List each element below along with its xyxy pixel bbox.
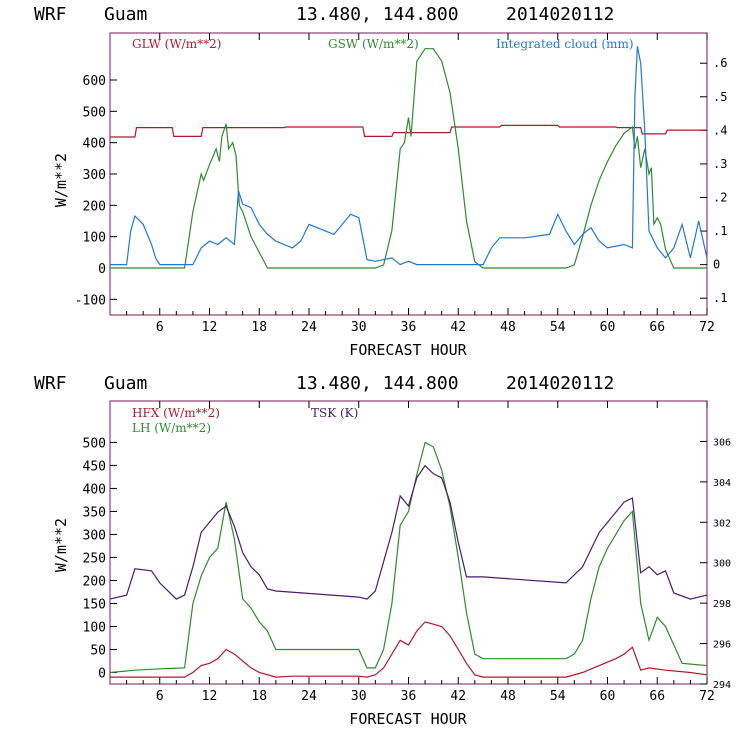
chart-1-ylabel: W/m**2 [52,153,70,207]
chart-2-ytick-label: 500 [83,436,106,451]
chart-1-series-gsw [110,48,707,269]
chart-2-xtick-label: 36 [401,689,417,704]
chart-1-ytick-label: 300 [83,168,106,183]
chart-2-series-lh [109,441,708,674]
chart-2-ytick-label: 300 [83,528,106,543]
chart-1-ytick-label: 500 [83,105,106,120]
chart-2-y2tick-label: 306 [713,437,731,448]
chart-1-xtick-label: 42 [450,320,466,335]
chart-2-series-hfx [110,621,708,678]
chart-2-legend-lh: LH (W/m**2) [132,421,211,435]
chart-2-y2tick-label: 300 [713,559,731,570]
chart-2-xtick-label: 60 [600,689,616,704]
chart-1-xtick-label: 60 [600,320,616,335]
chart-1-xtick-label: 36 [401,320,417,335]
chart-1-lines [110,46,708,269]
chart-1-y2tick-label: .6 [713,56,727,70]
chart-1-ticks: 6 12 18 24 30 36 42 48 54 60 66 72 -100 0 100 200 300 400… [75,33,727,335]
chart-2-xtick-label: 54 [550,689,566,704]
chart-1-legend-cloud: Integrated cloud (mm) [496,37,634,51]
chart-1-y2tick-label: .2 [713,191,727,205]
chart-2-legend-tsk: TSK (K) [311,406,358,420]
chart-1-ytick-label: 400 [83,137,106,152]
chart-1-xtick-label: 18 [251,320,267,335]
chart-1-xtick-label: 24 [301,320,317,335]
chart-2-xtick-label: 12 [202,689,218,704]
chart-2-ytick-label: 350 [83,505,106,520]
chart-2-y2tick-label: 296 [713,640,731,651]
chart-1-ytick-label: -100 [75,293,106,308]
chart-2-init: 2014020112 [506,373,614,394]
chart-1-ytick-label: 100 [83,231,106,246]
chart-2-ytick-label: 450 [83,459,106,474]
chart-1-y2tick-label: .4 [713,123,727,137]
chart-2-xtick-label: 48 [500,689,516,704]
chart-1: WRF Guam 13.480, 144.800 2014020112 6 12 1… [34,4,727,359]
chart-1-coords: 13.480, 144.800 [296,4,459,25]
chart-2-legend-hfx: HFX (W/m**2) [132,406,220,420]
chart-2-y2tick-label: 302 [713,518,731,529]
chart-2-plot-frame [109,400,708,685]
chart-2-y2tick-label: 298 [713,599,731,610]
chart-2-xtick-label: 24 [301,689,317,704]
chart-2-ytick-label: 400 [83,482,106,497]
chart-1-y2tick-label: 0 [713,258,720,272]
chart-2-y2tick-label: 294 [713,680,731,691]
chart-2-ylabel: W/m**2 [52,518,70,572]
chart-2-ytick-label: 250 [83,551,106,566]
chart-1-ytick-label: 0 [98,262,106,277]
chart-2-xtick-label: 30 [351,689,367,704]
chart-1-y2tick-label: .5 [713,90,727,104]
chart-2-xtick-label: 72 [699,689,715,704]
chart-2-ytick-label: 200 [83,574,106,589]
chart-1-series-glw [110,124,707,138]
chart-2-ytick-label: 50 [90,643,106,658]
chart-1-legend-gsw: GSW (W/m**2) [328,37,419,51]
chart-1-model: WRF [34,4,67,25]
chart-2-ytick-label: 150 [83,597,106,612]
chart-1-y2tick-label: .1 [713,224,727,238]
chart-2-coords: 13.480, 144.800 [296,373,459,394]
chart-1-xtick-label: 54 [550,320,566,335]
chart-1-y2tick-label: .3 [713,157,727,171]
chart-2-ticks: 6 12 18 24 30 36 42 48 54 60 66 72 0 50 100 150 200 250 30… [83,401,731,704]
chart-2-xtick-label: 6 [156,689,164,704]
chart-1-xlabel: FORECAST HOUR [349,341,467,359]
chart-2-lines [109,441,708,678]
chart-2-xtick-label: 42 [450,689,466,704]
chart-2-xlabel: FORECAST HOUR [349,710,467,728]
chart-1-site: Guam [104,4,147,25]
chart-1-xtick-label: 12 [202,320,218,335]
chart-1-xtick-label: 30 [351,320,367,335]
chart-1-ytick-label: 200 [83,199,106,214]
chart-2-y2tick-label: 304 [713,478,731,489]
chart-1-series-cloud [110,46,708,266]
chart-1-ytick-label: 600 [83,74,106,89]
chart-2-xtick-label: 18 [251,689,267,704]
chart-2-xtick-label: 66 [649,689,665,704]
chart-1-xtick-label: 6 [156,320,164,335]
chart-2-ytick-label: 0 [98,666,106,681]
chart-2-model: WRF [34,373,67,394]
chart-1-y2tick-label: .1 [713,291,727,305]
chart-2-series-tsk [109,464,708,600]
chart-1-xtick-label: 48 [500,320,516,335]
chart-1-legend-glw: GLW (W/m**2) [132,37,221,51]
chart-1-xtick-label: 72 [699,320,715,335]
chart-2-site: Guam [104,373,147,394]
chart-1-xtick-label: 66 [649,320,665,335]
chart-1-init: 2014020112 [506,4,614,25]
chart-2-ytick-label: 100 [83,620,106,635]
chart-2: WRF Guam 13.480, 144.800 2014020112 6 12 1… [34,373,731,728]
chart-1-plot-frame [109,32,708,316]
